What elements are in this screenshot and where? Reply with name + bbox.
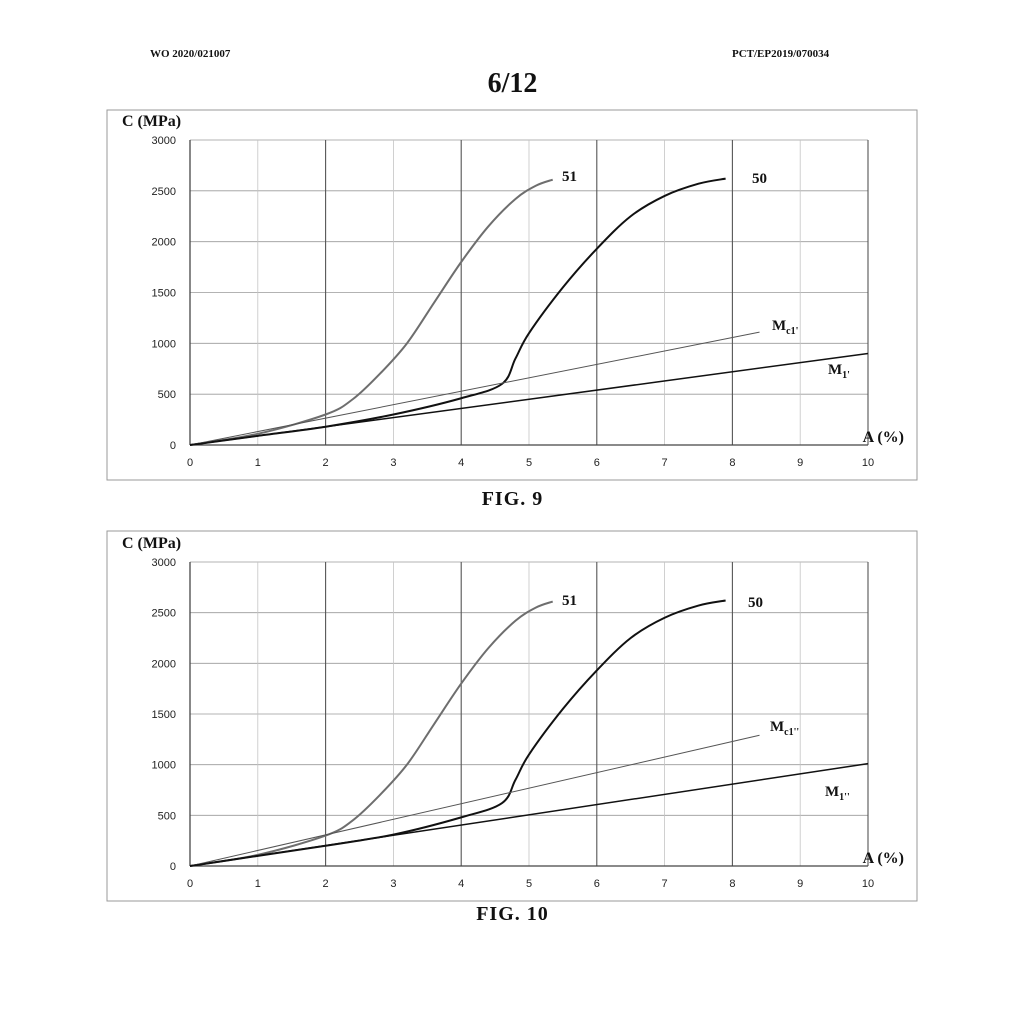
x-tick-label: 9 — [797, 457, 803, 469]
x-tick-label: 4 — [458, 878, 464, 890]
series-mc1--2-line — [189, 734, 760, 867]
x-tick-label: 3 — [390, 878, 396, 890]
x-tick-label: 2 — [323, 878, 329, 890]
y-tick-label: 2000 — [152, 658, 176, 670]
series-mc1--2-label: Mc1' — [772, 318, 799, 337]
sheet-number: 6/12 — [487, 68, 538, 99]
y-tick-label: 500 — [158, 389, 176, 401]
chart-frame — [106, 530, 918, 902]
x-tick-label: 8 — [729, 878, 735, 890]
y-tick-label: 3000 — [152, 557, 176, 569]
fig10-caption: FIG. 10 — [476, 903, 549, 925]
x-axis-label: A (%) — [863, 850, 904, 867]
fig9-caption: FIG. 9 — [481, 488, 544, 510]
series-51-0-label: 51 — [562, 169, 577, 185]
x-tick-label: 1 — [255, 878, 261, 890]
y-tick-label: 3000 — [152, 135, 176, 147]
x-tick-label: 0 — [187, 878, 193, 890]
x-tick-label: 1 — [255, 457, 261, 469]
x-tick-label: 2 — [323, 457, 329, 469]
y-tick-label: 1000 — [152, 760, 176, 772]
y-tick-label: 1500 — [152, 709, 176, 721]
series-51-0-line — [189, 178, 554, 446]
x-tick-label: 3 — [390, 457, 396, 469]
series-m1--3-line — [189, 762, 869, 867]
x-tick-label: 5 — [526, 878, 532, 890]
y-tick-label: 1500 — [152, 288, 176, 300]
application-number: PCT/EP2019/070034 — [732, 48, 830, 60]
fig9-chart: 0 500 1000 1500 2000 2500 3000 0 1 2 3 4 5 6 7 8 9 10 C (M… — [106, 109, 918, 481]
y-tick-label: 2500 — [152, 608, 176, 620]
series-m1--3-label: M1' — [828, 362, 850, 381]
series-m1--3-label: M1'' — [825, 784, 850, 803]
x-tick-label: 10 — [862, 457, 874, 469]
series-50-1-label: 50 — [752, 171, 767, 187]
y-tick-label: 0 — [170, 440, 176, 452]
publication-number: WO 2020/021007 — [150, 48, 231, 60]
series-50-1-line — [189, 177, 726, 446]
chart-frame — [106, 109, 918, 481]
y-axis-label: C (MPa) — [122, 535, 181, 552]
series-51-0-line — [189, 600, 554, 867]
y-axis-label: C (MPa) — [122, 113, 181, 130]
y-tick-label: 1000 — [152, 338, 176, 350]
x-axis-label: A (%) — [863, 429, 904, 446]
x-tick-label: 10 — [862, 878, 874, 890]
y-tick-label: 0 — [170, 861, 176, 873]
series-51-0-label: 51 — [562, 593, 577, 609]
series-m1--3-line — [189, 352, 869, 446]
x-tick-label: 9 — [797, 878, 803, 890]
x-tick-label: 5 — [526, 457, 532, 469]
y-tick-label: 2000 — [152, 237, 176, 249]
series-mc1--2-label: Mc1'' — [770, 719, 799, 738]
x-tick-label: 0 — [187, 457, 193, 469]
x-tick-label: 8 — [729, 457, 735, 469]
x-tick-label: 6 — [594, 457, 600, 469]
x-tick-label: 7 — [662, 878, 668, 890]
y-tick-label: 2500 — [152, 186, 176, 198]
x-tick-label: 4 — [458, 457, 464, 469]
series-50-1-label: 50 — [748, 595, 763, 611]
series-mc1--2-line — [189, 331, 760, 446]
x-tick-label: 6 — [594, 878, 600, 890]
fig10-chart: 0 500 1000 1500 2000 2500 3000 0 1 2 3 4 5 6 7 8 9 10 C (M… — [106, 530, 918, 902]
y-tick-label: 500 — [158, 810, 176, 822]
x-tick-label: 7 — [662, 457, 668, 469]
